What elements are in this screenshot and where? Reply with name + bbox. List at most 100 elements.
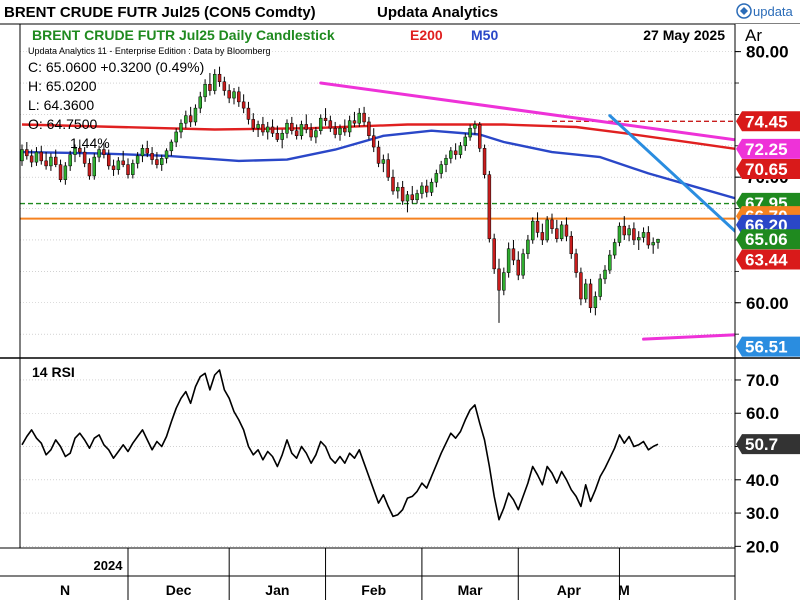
- candle-down: [87, 163, 92, 177]
- rsi-current-tag-box: [736, 434, 800, 455]
- candle-down: [579, 272, 583, 300]
- candle-up: [193, 107, 198, 123]
- candle-up: [458, 145, 463, 155]
- candle-up: [49, 156, 53, 167]
- candle-down: [39, 151, 44, 162]
- readout-low: L: 64.3600: [28, 97, 94, 113]
- price-tag: 72.25: [736, 138, 800, 159]
- candle-up: [159, 158, 164, 165]
- candle-up: [444, 158, 448, 165]
- candle-up: [526, 239, 530, 255]
- candle-up: [63, 165, 68, 180]
- candle-up: [603, 269, 607, 280]
- candle-up: [169, 141, 174, 152]
- candle-down: [371, 135, 376, 148]
- month-label: N: [60, 582, 70, 598]
- candle-down: [251, 119, 255, 129]
- candle-down: [400, 186, 405, 202]
- candle-up: [583, 283, 588, 300]
- price-tag-label: 56.51: [745, 338, 788, 357]
- rsi-tick-label: 40.0: [746, 471, 779, 490]
- candle-up: [73, 148, 77, 155]
- candle-up: [612, 242, 617, 256]
- candle-down: [222, 81, 227, 91]
- price-tag-box: [736, 138, 800, 159]
- price-tag-label: 70.65: [745, 160, 788, 179]
- candle-down: [328, 120, 333, 129]
- candle-down: [150, 153, 154, 160]
- candle-up: [97, 149, 101, 158]
- candle-up: [521, 253, 525, 276]
- price-tag: 65.06: [736, 229, 800, 250]
- rsi-panel-background: [20, 360, 735, 547]
- candle-down: [424, 185, 429, 193]
- candle-down: [241, 101, 246, 109]
- axis-mode-label[interactable]: Ar: [745, 26, 762, 45]
- candle-up: [593, 296, 598, 309]
- candle-up: [285, 122, 289, 134]
- legend-e200: E200: [410, 27, 443, 43]
- rsi-tick-label: 60.0: [746, 404, 779, 423]
- candle-up: [415, 193, 419, 201]
- candle-down: [550, 219, 554, 229]
- candle-down: [58, 164, 63, 180]
- lower-support-line: [642, 332, 752, 341]
- candle-down: [487, 174, 492, 239]
- candle-down: [309, 129, 313, 138]
- candle-down: [304, 124, 309, 130]
- candle-up: [34, 151, 39, 163]
- candle-down: [632, 228, 636, 241]
- price-tag-label: 65.06: [745, 230, 788, 249]
- candle-up: [651, 242, 655, 246]
- candle-down: [569, 235, 573, 255]
- candle-down: [188, 115, 193, 123]
- month-label: Apr: [557, 582, 582, 598]
- price-tag-box: [736, 159, 800, 180]
- candle-down: [453, 150, 458, 155]
- candle-up: [396, 186, 400, 192]
- rsi-tick-label: 20.0: [746, 537, 779, 556]
- candle-up: [627, 228, 631, 236]
- candles: [20, 66, 660, 323]
- candle-down: [246, 107, 251, 120]
- month-label: Feb: [361, 582, 386, 598]
- candle-up: [468, 127, 472, 138]
- price-tag: 74.45: [736, 111, 800, 132]
- candle-down: [44, 160, 48, 167]
- rsi-tick-label: 30.0: [746, 504, 779, 523]
- candle-up: [598, 278, 602, 297]
- candle-up: [184, 115, 188, 124]
- price-tag-box: [736, 229, 800, 250]
- instrument-title: BRENT CRUDE FUTR Jul25 (CON5 Comdty): [4, 4, 316, 21]
- candle-up: [68, 154, 72, 167]
- candle-down: [555, 228, 559, 239]
- updata-logo-text: updata: [753, 4, 794, 19]
- price-tag-box: [736, 336, 800, 357]
- readout-extra: 1.44%: [70, 135, 110, 151]
- candle-down: [646, 232, 651, 246]
- candle-up: [116, 160, 121, 170]
- readout-open: O: 64.7500: [28, 116, 97, 132]
- candle-down: [564, 224, 569, 237]
- candle-down: [367, 121, 371, 137]
- candle-down: [53, 156, 58, 165]
- candle-up: [174, 131, 178, 143]
- candle-up: [357, 112, 362, 124]
- candle-down: [275, 132, 280, 140]
- candle-down: [574, 253, 578, 273]
- candle-down: [477, 124, 482, 149]
- candle-down: [497, 268, 501, 291]
- candle-up: [502, 272, 506, 291]
- rsi-axis: 20.030.040.050.060.070.050.7: [735, 371, 800, 556]
- candle-up: [449, 150, 453, 159]
- price-tag-box: [736, 111, 800, 132]
- candle-up: [405, 194, 410, 202]
- candle-down: [588, 283, 593, 309]
- candle-down: [227, 90, 231, 99]
- candle-up: [318, 117, 323, 131]
- candle-down: [111, 165, 116, 170]
- candle-down: [391, 176, 395, 192]
- candle-up: [164, 150, 169, 159]
- candle-up: [198, 96, 202, 109]
